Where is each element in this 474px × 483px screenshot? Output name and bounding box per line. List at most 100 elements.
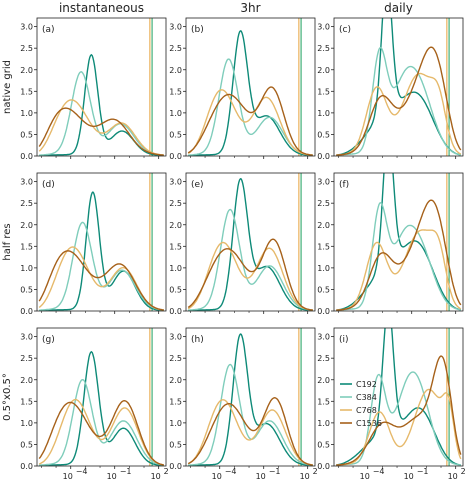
- x-tick-exponent: −1: [417, 467, 429, 476]
- y-tick-label: 0.0: [20, 152, 33, 161]
- panel-label: (i): [339, 335, 349, 345]
- series-group: [336, 328, 462, 466]
- y-tick-label: 1.5: [317, 87, 330, 96]
- series-line-C384: [188, 208, 313, 311]
- x-tick-exponent: −1: [269, 467, 281, 476]
- y-tick-label: 2.5: [20, 199, 33, 208]
- y-tick-label: 1.5: [169, 242, 182, 251]
- y-tick-label: 1.0: [20, 264, 33, 273]
- panel-i: 0.00.51.01.52.02.53.010−410−1102(i)C192C…: [317, 327, 466, 481]
- y-tick-label: 3.0: [20, 178, 33, 187]
- y-tick-label: 2.0: [169, 376, 182, 385]
- y-tick-label: 0.5: [169, 285, 182, 294]
- y-tick-label: 2.0: [317, 221, 330, 230]
- series-group: [187, 178, 313, 311]
- y-tick-label: 1.0: [317, 264, 330, 273]
- y-tick-label: 0.5: [20, 440, 33, 449]
- y-tick-label: 1.0: [169, 419, 182, 428]
- series-line-C1536: [187, 86, 313, 156]
- y-tick-label: 2.5: [317, 44, 330, 53]
- panel-c: 0.0 0.5 1.0 1.5 2.0 2.5 3.0 (c): [317, 17, 464, 161]
- legend-entry: C1536: [356, 419, 382, 428]
- series-line-C1536: [38, 107, 164, 156]
- y-tick-label: 2.0: [20, 221, 33, 230]
- y-tick-label: 2.5: [169, 354, 182, 363]
- y-tick-label: 1.0: [20, 109, 33, 118]
- y-tick-label: 0.5: [20, 130, 33, 139]
- y-tick-label: 3.0: [317, 333, 330, 342]
- series-line-C1536: [187, 238, 313, 311]
- row-label: native grid: [2, 60, 13, 114]
- y-tick-label: 3.0: [169, 333, 182, 342]
- series-line-C1536: [38, 250, 164, 311]
- series-line-C384: [336, 371, 461, 466]
- panel-frame: [185, 327, 316, 467]
- panel-f: 0.0 0.5 1.0 1.5 2.0 2.5 3.0 (f): [317, 172, 464, 316]
- panel-d: 0.0 0.5 1.0 1.5 2.0 2.5 3.0 (d): [20, 172, 167, 316]
- y-tick-label: 1.0: [317, 109, 330, 118]
- panel-label: (g): [42, 335, 55, 345]
- series-line-C768: [38, 99, 164, 156]
- x-tick-label: 10: [404, 472, 414, 481]
- panel-frame: [333, 17, 464, 157]
- column-title: daily: [384, 1, 413, 15]
- legend-entry: C768: [356, 406, 377, 415]
- series-line-C192: [188, 178, 313, 311]
- y-tick-label: 1.5: [20, 397, 33, 406]
- x-tick-label: 10: [256, 472, 266, 481]
- panel-label: (e): [191, 180, 204, 190]
- series-line-C384: [336, 202, 461, 311]
- y-tick-label: 0.5: [169, 440, 182, 449]
- series-line-C768: [187, 241, 313, 311]
- y-tick-label: 1.5: [317, 242, 330, 251]
- series-line-C192: [39, 350, 164, 466]
- x-tick-label: 10: [360, 472, 370, 481]
- y-tick-label: 3.0: [317, 178, 330, 187]
- panel-frame: [185, 17, 316, 157]
- y-tick-label: 0.0: [20, 307, 33, 316]
- y-tick-label: 3.0: [317, 23, 330, 32]
- series-group: [187, 30, 313, 156]
- series-line-C1536: [38, 399, 164, 466]
- legend: C192 C384 C768 C1536: [340, 380, 382, 428]
- y-tick-label: 3.0: [20, 23, 33, 32]
- y-tick-label: 0.0: [317, 462, 330, 471]
- column-title: 3hr: [240, 1, 260, 15]
- y-tick-label: 0.5: [317, 130, 330, 139]
- series-line-C192: [188, 333, 313, 466]
- panel-a: 0.0 0.5 1.0 1.5 2.0 2.5 3.0 (a): [20, 17, 167, 161]
- panel-label: (d): [42, 180, 55, 190]
- x-tick-exponent: −4: [373, 467, 385, 476]
- x-tick-exponent: 2: [461, 467, 466, 476]
- y-tick-label: 2.0: [317, 66, 330, 75]
- panel-label: (b): [191, 25, 204, 35]
- row-label: 0.5°x0.5°: [2, 373, 13, 421]
- row-label: half res: [2, 223, 13, 260]
- y-tick-label: 2.0: [169, 221, 182, 230]
- y-tick-label: 1.0: [20, 419, 33, 428]
- series-line-C1536: [336, 46, 462, 156]
- y-tick-label: 0.5: [317, 285, 330, 294]
- series-line-C768: [336, 388, 462, 466]
- y-tick-label: 2.0: [20, 66, 33, 75]
- x-tick-exponent: −4: [76, 467, 88, 476]
- series-line-C1536: [187, 396, 313, 466]
- series-group: [38, 53, 164, 156]
- series-line-C384: [188, 363, 313, 466]
- y-tick-label: 1.5: [169, 397, 182, 406]
- x-tick-label: 10: [300, 472, 310, 481]
- y-tick-label: 0.0: [169, 152, 182, 161]
- series-group: [38, 350, 164, 466]
- series-line-C192: [39, 191, 164, 311]
- y-tick-label: 0.0: [317, 307, 330, 316]
- column-title: instantaneous: [59, 1, 144, 15]
- series-line-C384: [39, 71, 164, 156]
- y-tick-label: 0.5: [317, 440, 330, 449]
- series-line-C192: [39, 53, 164, 156]
- x-tick-label: 10: [107, 472, 117, 481]
- y-tick-label: 0.5: [20, 285, 33, 294]
- x-tick-label: 10: [63, 472, 73, 481]
